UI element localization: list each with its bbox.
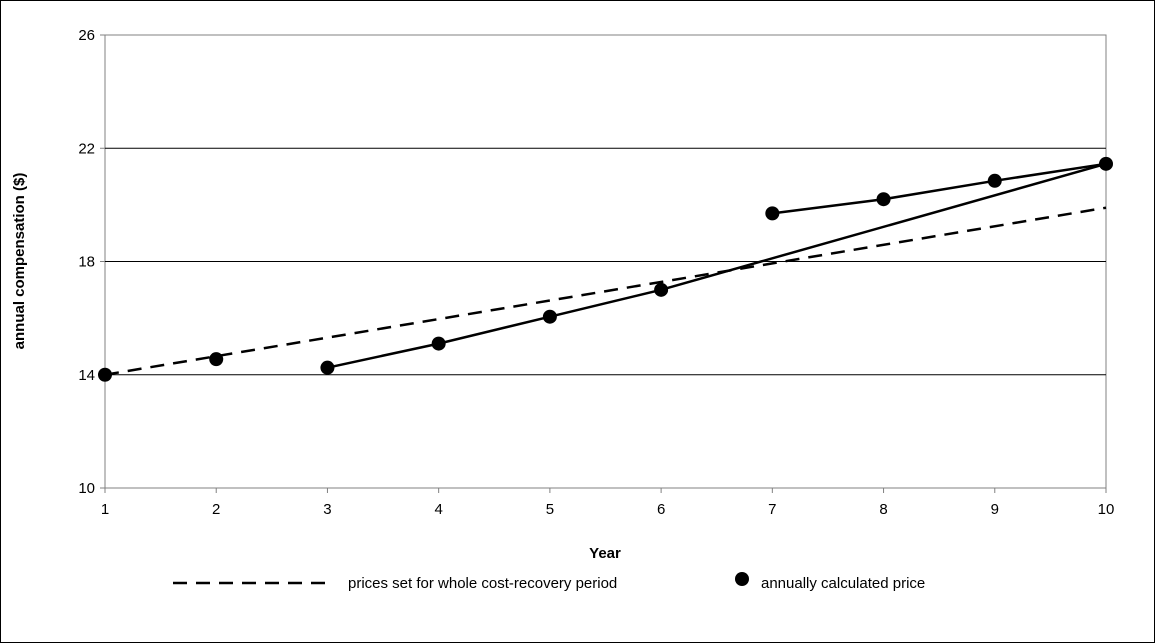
legend-marker-swatch: [735, 572, 749, 586]
data-point-year-2: [209, 352, 224, 367]
y-tick-label-10: 10: [78, 480, 95, 497]
data-point-year-1: [98, 367, 112, 382]
legend-label-markers: annually calculated price: [761, 575, 925, 592]
series-markers: [98, 156, 1113, 382]
data-point-year-8: [876, 192, 891, 207]
x-tick-label-9: 9: [991, 501, 999, 518]
y-tick-label-18: 18: [78, 254, 95, 271]
data-point-year-3: [320, 360, 335, 375]
x-tick-label-3: 3: [323, 501, 331, 518]
x-tick-label-4: 4: [434, 501, 442, 518]
data-point-year-5: [542, 309, 557, 324]
x-tick-label-1: 1: [101, 501, 109, 518]
y-tick-label-22: 22: [78, 140, 95, 157]
y-axis-title: annual compensation ($): [11, 173, 28, 350]
x-tick-label-7: 7: [768, 501, 776, 518]
data-point-year-7: [765, 206, 780, 221]
legend-label-dashed: prices set for whole cost-recovery perio…: [348, 575, 617, 592]
x-tick-label-8: 8: [879, 501, 887, 518]
y-axis-ticks: 10 14 18 22 26: [78, 27, 105, 497]
dashed-series-line: [104, 206, 1107, 376]
y-tick-label-14: 14: [78, 367, 95, 384]
solid-segment-2: [772, 162, 1107, 215]
x-axis-title: Year: [589, 545, 621, 562]
y-tick-label-26: 26: [78, 27, 95, 44]
data-point-year-10: [1099, 156, 1113, 171]
gridlines: [105, 147, 1106, 376]
x-axis-ticks: 1 2 3 4 5 6 7 8 9 10: [101, 488, 1115, 518]
legend: prices set for whole cost-recovery perio…: [173, 572, 925, 592]
data-point-year-9: [987, 173, 1002, 188]
x-tick-label-10: 10: [1098, 501, 1115, 518]
data-point-year-6: [654, 282, 669, 297]
x-tick-label-5: 5: [546, 501, 554, 518]
x-tick-label-2: 2: [212, 501, 220, 518]
data-point-year-4: [431, 336, 446, 351]
x-tick-label-6: 6: [657, 501, 665, 518]
